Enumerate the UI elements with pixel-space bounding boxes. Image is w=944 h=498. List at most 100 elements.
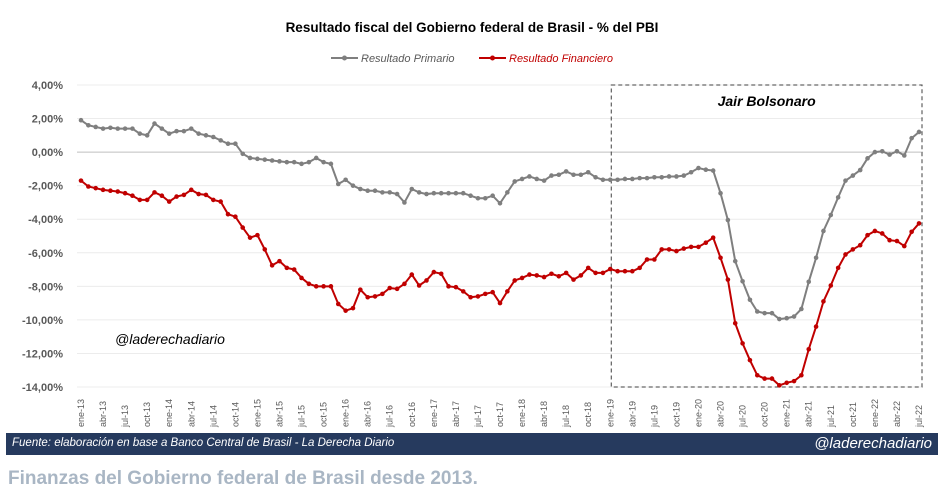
x-tick-label: ene-14: [164, 399, 174, 427]
data-point: [828, 212, 834, 218]
data-point: [512, 278, 518, 283]
data-point: [828, 283, 834, 288]
data-point: [93, 185, 99, 191]
data-point: [291, 267, 297, 272]
data-point: [637, 265, 642, 271]
data-point: [593, 270, 598, 276]
data-point: [372, 188, 378, 193]
data-point: [291, 159, 297, 165]
data-point: [747, 357, 753, 363]
data-point: [769, 310, 775, 316]
data-point: [556, 273, 562, 279]
x-tick-label: oct-18: [583, 402, 593, 427]
data-point: [380, 291, 385, 297]
data-point: [335, 181, 341, 187]
data-point: [659, 247, 665, 252]
data-point: [835, 265, 841, 271]
data-point: [394, 286, 400, 292]
data-point: [255, 232, 260, 238]
data-point: [813, 255, 819, 261]
data-point: [211, 134, 216, 140]
data-point: [527, 174, 532, 179]
data-point: [350, 183, 356, 188]
data-point: [497, 200, 503, 206]
data-point: [578, 172, 584, 178]
data-point: [152, 190, 157, 195]
data-point: [269, 263, 275, 268]
data-point: [527, 272, 532, 277]
x-tick-label: jul-17: [473, 405, 483, 428]
data-point: [475, 195, 481, 201]
data-point: [585, 265, 591, 271]
y-tick-label: 2,00%: [32, 114, 63, 126]
data-point: [784, 315, 789, 321]
data-point: [299, 161, 304, 167]
data-point: [622, 176, 628, 182]
data-point: [277, 159, 282, 164]
legend-marker-financiero: [490, 55, 495, 61]
data-point: [556, 172, 562, 178]
data-point: [203, 192, 209, 198]
data-point: [857, 167, 863, 173]
data-point: [86, 122, 91, 128]
y-tick-label: -4,00%: [28, 214, 63, 226]
data-point: [328, 284, 334, 289]
data-point: [622, 268, 628, 274]
data-point: [247, 235, 253, 240]
data-point: [438, 271, 444, 277]
data-point: [688, 169, 694, 175]
data-point: [93, 124, 99, 130]
data-point: [696, 165, 701, 171]
bolsonaro-period-label: Jair Bolsonaro: [718, 93, 816, 109]
legend-label-primario: Resultado Primario: [361, 53, 455, 65]
data-point: [519, 176, 525, 182]
data-point: [174, 128, 179, 134]
data-point: [387, 190, 393, 195]
data-point: [696, 244, 701, 250]
footer-handle: @laderechadiario: [814, 435, 932, 452]
data-point: [843, 178, 848, 183]
data-point: [137, 197, 143, 203]
data-point: [475, 294, 481, 299]
x-tick-label: jul-16: [385, 405, 395, 428]
data-point: [438, 190, 444, 196]
data-point: [754, 372, 760, 378]
data-point: [865, 232, 870, 238]
data-point: [86, 184, 91, 189]
data-point: [159, 193, 165, 199]
x-tick-label: oct-20: [760, 402, 770, 427]
data-point: [666, 247, 672, 252]
data-point: [446, 190, 451, 196]
data-point: [468, 193, 473, 199]
data-point: [115, 126, 121, 131]
data-point: [358, 186, 363, 192]
data-point: [211, 197, 216, 203]
data-point: [644, 257, 650, 262]
data-point: [607, 266, 613, 272]
data-point: [181, 192, 187, 198]
data-point: [821, 228, 826, 234]
y-tick-label: -6,00%: [28, 248, 63, 260]
data-point: [799, 306, 804, 312]
data-point: [541, 178, 547, 183]
data-point: [402, 200, 407, 205]
data-point: [453, 284, 459, 290]
data-point: [703, 240, 709, 246]
data-point: [416, 283, 422, 288]
data-point: [740, 341, 745, 346]
data-point: [600, 270, 606, 276]
data-point: [416, 190, 422, 195]
data-point: [78, 117, 84, 123]
data-point: [482, 291, 488, 297]
data-point: [777, 383, 782, 388]
data-point: [600, 177, 606, 183]
data-point: [519, 275, 525, 281]
y-tick-label: 0,00%: [32, 147, 63, 159]
data-point: [806, 346, 812, 352]
data-point: [916, 221, 922, 226]
data-point: [879, 148, 885, 154]
data-point: [255, 156, 260, 162]
data-point: [909, 135, 914, 141]
data-point: [424, 191, 429, 197]
x-tick-label: abr-14: [186, 401, 196, 427]
